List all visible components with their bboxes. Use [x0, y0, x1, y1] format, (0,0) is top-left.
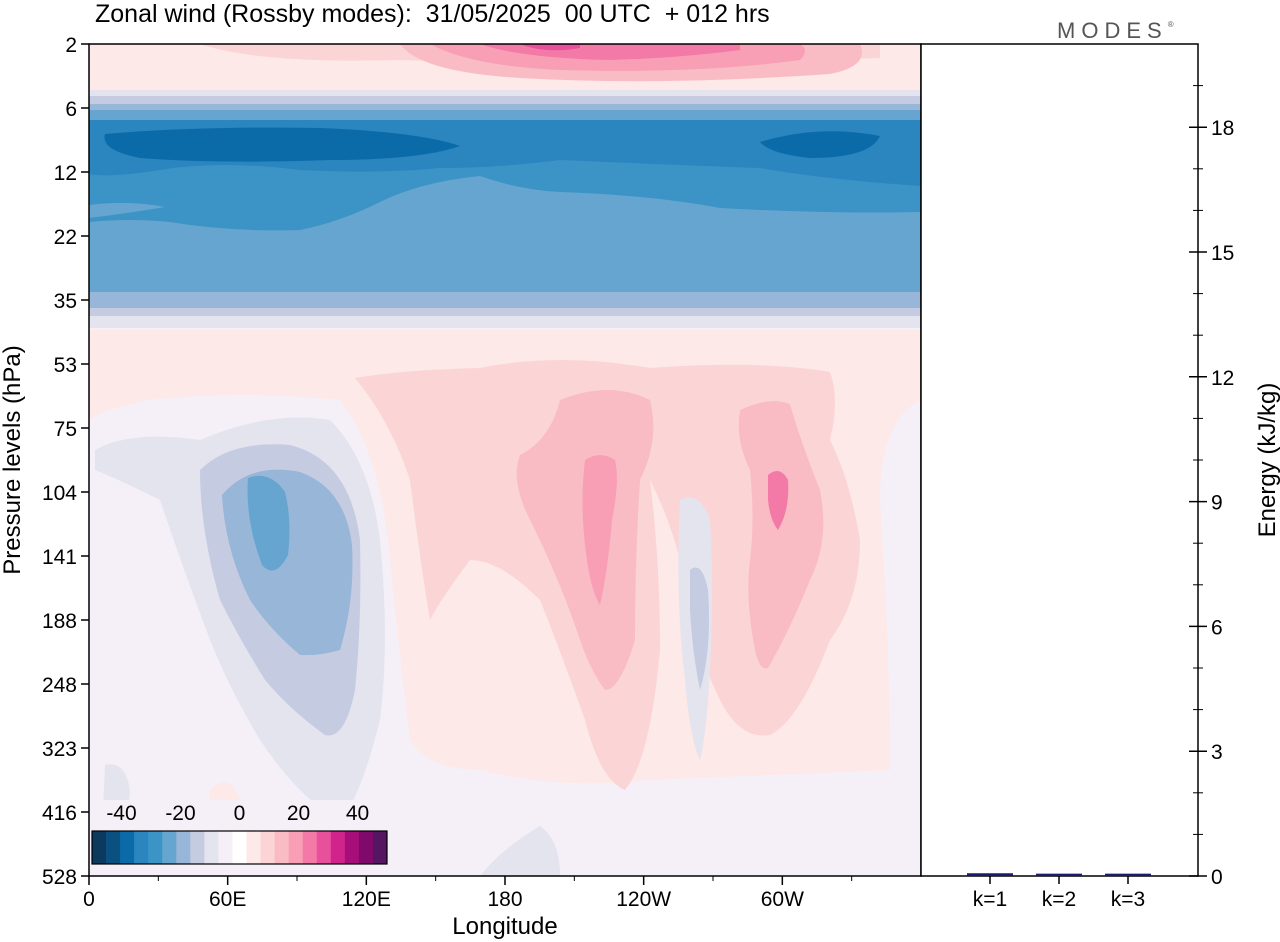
colorbar-swatch [232, 831, 248, 864]
contour-tropo-neg-5 [690, 567, 709, 690]
y-tick-label: 104 [42, 482, 77, 505]
contour-band-neg-8 [89, 202, 165, 218]
y-axis-title: Pressure levels (hPa) [0, 345, 26, 574]
energy-frame [920, 43, 1199, 877]
colorbar-swatch [288, 831, 304, 864]
energy-tick-label: 15 [1211, 242, 1234, 265]
colorbar-swatch [302, 831, 318, 864]
contour-tropo-pos-4 [582, 455, 617, 605]
x-tick-label: 60E [209, 888, 246, 911]
contour-tropo-neg-7 [480, 826, 560, 876]
y-axis: 2 6 12 22 35 53 75 104 141 188 248 323 416 528 [42, 34, 89, 889]
colorbar-frame [91, 830, 388, 865]
colorbar-swatch [330, 831, 346, 864]
contour-band-neg-7 [760, 131, 880, 158]
energy-tick-label: 18 [1211, 117, 1234, 140]
energy-tick-label: 0 [1211, 866, 1223, 889]
energy-axis-title: Energy (kJ/kg) [1254, 383, 1280, 538]
colorbar-swatch [190, 831, 205, 864]
energy-bar [967, 873, 1013, 876]
colorbar-legend: -40 -20 0 20 40 [90, 800, 390, 875]
colorbar-swatch [176, 831, 191, 864]
x-tick-label: 180 [487, 888, 522, 911]
colorbar-labels: -40 -20 0 20 40 [106, 802, 369, 825]
energy-bar [1036, 873, 1082, 876]
colorbar-swatch [218, 831, 233, 864]
colorbar-swatch [358, 831, 374, 864]
energy-tick-label: 6 [1211, 616, 1223, 639]
energy-category-label: k=3 [1111, 888, 1145, 911]
colorbar-swatch [274, 831, 290, 864]
y-tick-label: 141 [42, 546, 77, 569]
y-tick-label: 75 [54, 418, 77, 441]
contour-tropo-pos-3 [738, 401, 824, 669]
energy-tick-label: 9 [1211, 492, 1223, 515]
energy-bars: k=1 k=2 k=3 [967, 873, 1151, 911]
x-tick-label: 0 [83, 888, 95, 911]
y-tick-label: 53 [54, 354, 77, 377]
y-tick-label: 35 [54, 290, 77, 313]
energy-panel: k=1 k=2 k=3 0 3 6 9 12 15 18 Energy (kJ/kg) [920, 43, 1280, 911]
brand-logo: MODES® [1057, 18, 1174, 44]
y-tick-label: 323 [42, 738, 77, 761]
y-tick-label: 6 [65, 98, 77, 121]
colorbar-swatch [162, 831, 177, 864]
contour-upper-pos-5 [520, 44, 580, 51]
x-tick-label: 60W [761, 888, 804, 911]
energy-bar [1105, 873, 1151, 876]
energy-tick-label: 3 [1211, 741, 1223, 764]
contour-band-neg-6 [104, 127, 460, 162]
chart-title: Zonal wind (Rossby modes): 31/05/2025 00… [95, 0, 770, 28]
colorbar-swatch [204, 831, 219, 864]
colorbar-swatch [260, 831, 276, 864]
colorbar-swatch [246, 831, 262, 864]
colorbar-tick-label: -20 [165, 802, 195, 825]
colorbar-swatch [120, 831, 135, 864]
energy-y-axis: 0 3 6 9 12 15 18 [1189, 85, 1234, 889]
colorbar-tick-label: 40 [346, 802, 369, 825]
y-tick-label: 248 [42, 674, 77, 697]
y-tick-label: 188 [42, 610, 77, 633]
colorbar-swatch [344, 831, 360, 864]
colorbar-swatch [148, 831, 163, 864]
y-tick-label: 12 [54, 162, 77, 185]
brand-name: MODES [1057, 18, 1168, 43]
colorbar-tick-label: 0 [234, 802, 246, 825]
colorbar-swatch [134, 831, 149, 864]
x-axis: 0 60E 120E 180 120W 60W [83, 876, 853, 911]
heatmap-panel [89, 44, 921, 876]
contour-tropo-neg-3 [247, 475, 290, 571]
colorbar-swatches [92, 831, 388, 864]
energy-category-label: k=1 [973, 888, 1007, 911]
colorbar-swatch [106, 831, 121, 864]
y-tick-label: 528 [42, 866, 77, 889]
y-tick-label: 2 [65, 34, 77, 57]
brand-registered-mark: ® [1167, 20, 1174, 29]
x-axis-title: Longitude [452, 913, 557, 940]
y-tick-label: 22 [54, 226, 77, 249]
y-tick-label: 416 [42, 802, 77, 825]
colorbar-swatch [92, 831, 107, 864]
colorbar-tick-label: -40 [106, 802, 136, 825]
contour-tropo-pos-5 [768, 471, 789, 530]
x-tick-label: 120W [616, 888, 671, 911]
x-tick-label: 120E [342, 888, 391, 911]
colorbar-swatch [316, 831, 332, 864]
colorbar-swatch [372, 831, 388, 864]
energy-tick-label: 12 [1211, 367, 1234, 390]
energy-category-label: k=2 [1042, 888, 1076, 911]
colorbar-tick-label: 20 [287, 802, 310, 825]
